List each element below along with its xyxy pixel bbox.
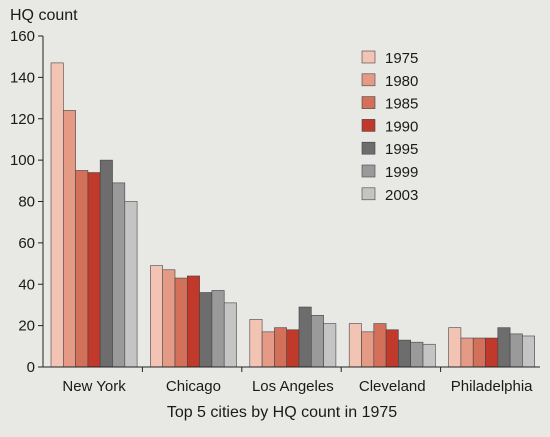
x-tick-label: Cleveland	[359, 378, 426, 395]
y-tick-label: 20	[18, 318, 35, 335]
bar	[485, 337, 499, 368]
y-tick-label: 0	[27, 359, 35, 376]
bar	[298, 306, 312, 368]
bar	[162, 269, 176, 368]
legend-label: 1975	[385, 50, 418, 67]
legend-swatch	[361, 119, 376, 132]
bar	[249, 319, 263, 368]
y-axis-ticks: 0 20 40 60 80 100 120 140 160	[10, 28, 43, 376]
bar	[410, 341, 424, 368]
legend-swatch	[361, 96, 376, 109]
bar	[174, 277, 188, 368]
legend-label: 1999	[385, 164, 418, 181]
y-tick-label: 120	[10, 111, 35, 128]
bar	[509, 333, 523, 368]
x-tick-label: New York	[62, 378, 126, 395]
bar	[274, 327, 287, 368]
legend-swatch	[361, 50, 376, 64]
legend-label: 1980	[385, 73, 418, 90]
bar	[87, 172, 101, 368]
bar	[99, 159, 113, 368]
y-tick-label: 60	[18, 235, 35, 252]
legend-label: 1985	[385, 96, 418, 113]
bar	[286, 329, 300, 368]
bar	[422, 343, 436, 368]
bar	[361, 331, 375, 368]
legend-swatch	[361, 187, 376, 201]
bar	[460, 337, 474, 368]
bars	[50, 62, 536, 368]
bar	[50, 62, 64, 368]
legend-swatch	[361, 73, 376, 87]
y-tick-label: 100	[10, 152, 35, 169]
bar	[348, 323, 362, 368]
legend-label: 1995	[385, 141, 418, 158]
y-tick-label: 140	[10, 69, 35, 86]
bar	[112, 182, 126, 368]
bar	[187, 275, 200, 368]
x-tick-label: Chicago	[166, 378, 221, 395]
legend-swatch	[361, 164, 376, 178]
bar	[448, 327, 462, 368]
bar	[310, 314, 324, 368]
bar	[398, 339, 411, 368]
bar	[223, 302, 237, 368]
legend: 1975 1980 1985 1990 1995 1999 2003	[361, 50, 418, 204]
bar	[75, 170, 89, 368]
bar	[497, 327, 511, 368]
legend-swatch	[361, 141, 376, 155]
x-axis-label: Top 5 cities by HQ count in 1975	[167, 404, 397, 421]
bar	[150, 265, 163, 368]
legend-label: 1990	[385, 118, 418, 135]
y-axis-label: HQ count	[10, 7, 78, 24]
bar	[373, 323, 387, 368]
y-tick-label: 80	[18, 194, 35, 211]
bar	[385, 329, 399, 368]
y-tick-label: 160	[10, 28, 35, 45]
x-tick-label: Los Angeles	[252, 378, 334, 395]
bar	[62, 110, 76, 368]
bar	[124, 201, 138, 368]
bar	[472, 337, 486, 368]
bar	[522, 335, 536, 368]
bar	[261, 331, 275, 368]
y-tick-label: 40	[18, 276, 35, 293]
x-axis-ticks: New York Chicago Los Angeles Cleveland Phila…	[62, 367, 533, 395]
bar	[323, 323, 337, 368]
legend-label: 2003	[385, 187, 418, 204]
bar	[199, 292, 213, 368]
bar	[211, 290, 225, 368]
x-tick-label: Philadelphia	[451, 378, 533, 395]
